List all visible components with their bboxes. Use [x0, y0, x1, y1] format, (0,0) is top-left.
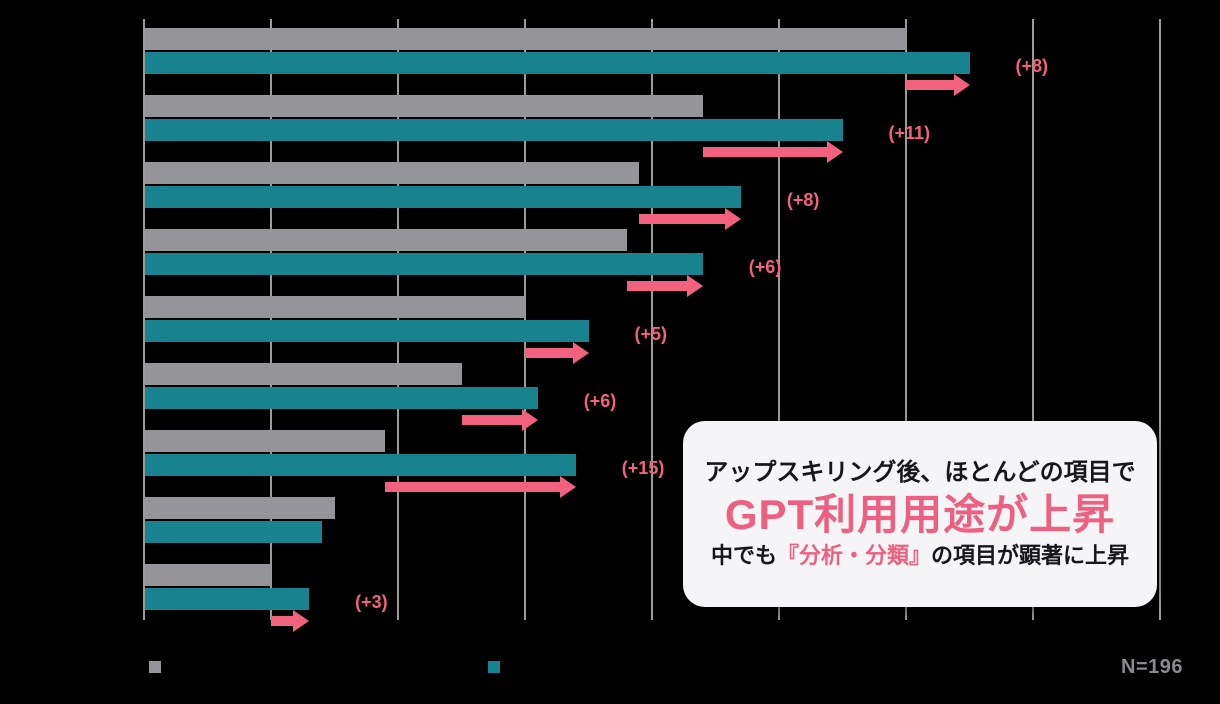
- gridline: [651, 19, 653, 620]
- delta-label: (+6): [748, 257, 782, 277]
- callout-line1: アップスキリング後、ほとんどの項目で: [704, 459, 1136, 486]
- callout-line3-highlight: 『分析・分類』: [776, 543, 931, 568]
- bar-before-row-9: [145, 564, 271, 586]
- bar-before-row-3: [145, 162, 640, 184]
- gridline: [524, 19, 526, 620]
- gridline: [270, 19, 272, 620]
- legend-swatch-before: [149, 661, 161, 673]
- increase-arrow-shaft: [639, 214, 727, 224]
- gridline: [1159, 19, 1161, 620]
- callout-headline: GPT利用用途が上昇: [724, 491, 1116, 538]
- callout-line3: 中でも『分析・分類』の項目が顕著に上昇: [711, 542, 1129, 570]
- increase-arrow-head: [559, 476, 576, 498]
- delta-label: (+8): [1015, 56, 1049, 76]
- bar-after-row-8: [145, 521, 322, 543]
- callout-box: アップスキリング後、ほとんどの項目で GPT利用用途が上昇 中でも『分析・分類』…: [683, 421, 1157, 607]
- increase-arrow-shaft: [906, 80, 956, 90]
- increase-arrow-head: [826, 141, 843, 163]
- delta-label: (+6): [583, 391, 617, 411]
- bar-after-row-5: [145, 320, 589, 342]
- bar-after-row-2: [145, 119, 843, 141]
- increase-arrow-head: [293, 610, 310, 632]
- gridline: [397, 19, 399, 620]
- bar-after-row-3: [145, 186, 741, 208]
- increase-arrow-head: [686, 275, 703, 297]
- increase-arrow-shaft: [385, 482, 562, 492]
- increase-arrow-head: [724, 208, 741, 230]
- bar-before-row-4: [145, 229, 627, 251]
- bar-before-row-2: [145, 95, 703, 117]
- legend-swatch-after: [488, 661, 500, 673]
- bar-before-row-5: [145, 296, 525, 318]
- gridline: [905, 19, 907, 620]
- bar-before-row-8: [145, 497, 335, 519]
- gridline: [778, 19, 780, 620]
- increase-arrow-head: [572, 342, 589, 364]
- increase-arrow-shaft: [461, 415, 524, 425]
- increase-arrow-head: [521, 409, 538, 431]
- bar-before-row-1: [145, 28, 906, 50]
- bar-before-row-6: [145, 363, 462, 385]
- increase-arrow-shaft: [525, 348, 575, 358]
- bar-after-row-6: [145, 387, 538, 409]
- callout-line3-prefix: 中でも: [710, 543, 777, 568]
- delta-label: (+5): [634, 324, 668, 344]
- delta-label: (+3): [355, 592, 388, 612]
- bar-after-row-9: [145, 588, 310, 610]
- bar-after-row-7: [145, 454, 576, 476]
- increase-arrow-shaft: [702, 147, 829, 157]
- gridline: [1032, 19, 1034, 620]
- gridline: [143, 19, 145, 620]
- increase-arrow-head: [953, 74, 970, 96]
- bar-after-row-4: [145, 253, 703, 275]
- bar-after-row-1: [145, 52, 970, 74]
- increase-arrow-shaft: [626, 281, 689, 291]
- increase-arrow-shaft: [271, 616, 296, 626]
- delta-label: (+15): [621, 458, 665, 478]
- callout-line3-suffix: の項目が顕著に上昇: [931, 543, 1130, 568]
- bar-before-row-7: [145, 430, 386, 452]
- delta-label: (+11): [888, 123, 931, 143]
- delta-label: (+8): [786, 190, 820, 210]
- sample-size-label: N=196: [1121, 656, 1183, 678]
